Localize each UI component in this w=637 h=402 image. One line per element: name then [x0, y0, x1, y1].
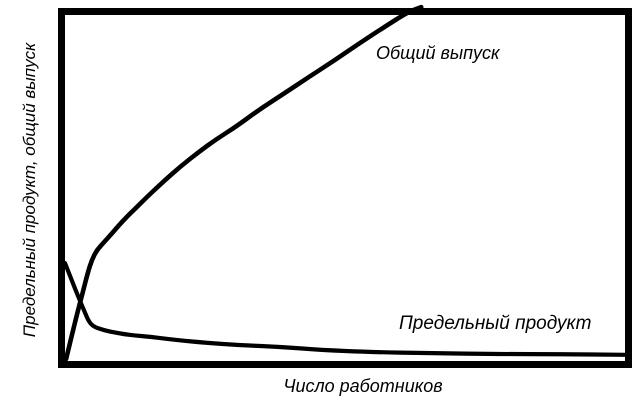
total-output-curve: [63, 4, 424, 362]
y-axis-label: Предельный продукт, общий выпуск: [20, 42, 39, 338]
marginal-product-label: Предельный продукт: [399, 313, 592, 334]
x-axis-label: Число работников: [283, 376, 443, 396]
total-output-label: Общий выпуск: [376, 43, 500, 63]
marginal-product-curve: [62, 261, 628, 357]
